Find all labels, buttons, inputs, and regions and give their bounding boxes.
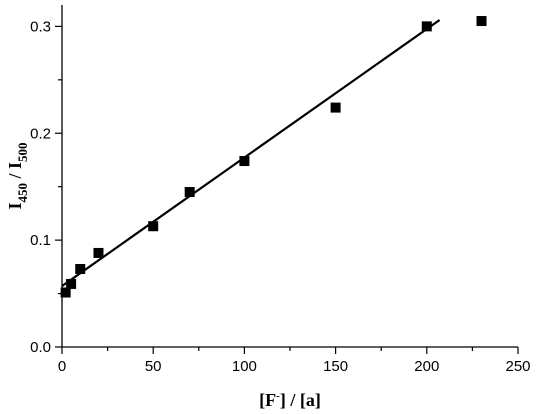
data-point-marker	[239, 156, 250, 167]
x-tick-label: 150	[323, 358, 348, 375]
data-point-marker	[330, 102, 341, 113]
y-axis-title: I450 / I500	[5, 142, 30, 209]
x-tick-label: 200	[414, 358, 439, 375]
x-tick-label: 0	[58, 358, 66, 375]
y-tick-label: 0.3	[30, 18, 51, 35]
y-axis-ticks: 0.0 0.1 0.2 0.3	[30, 18, 62, 356]
plot-frame	[61, 5, 518, 348]
data-point-marker	[75, 263, 86, 274]
data-point-marker	[476, 16, 487, 27]
data-point-marker	[148, 221, 159, 232]
x-axis-ticks: 0 50 100 150 200 250	[58, 347, 531, 375]
y-tick-label: 0.1	[30, 232, 51, 249]
data-point-marker	[93, 247, 104, 258]
x-tick-label: 50	[145, 358, 162, 375]
data-point-marker	[60, 287, 71, 298]
fit-line	[61, 19, 441, 287]
data-point-marker	[184, 187, 195, 198]
x-axis-title: [F-] / [a]	[259, 390, 321, 410]
x-tick-label: 250	[505, 358, 530, 375]
data-point-marker	[421, 21, 432, 32]
y-tick-label: 0.2	[30, 125, 51, 142]
data-point-marker	[66, 278, 77, 289]
y-tick-label: 0.0	[30, 339, 51, 356]
x-tick-label: 100	[232, 358, 257, 375]
fit-line-group	[61, 19, 441, 287]
data-markers	[60, 16, 487, 298]
